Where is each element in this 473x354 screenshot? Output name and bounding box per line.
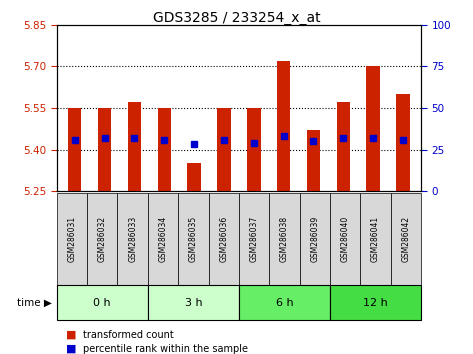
Bar <box>277 61 290 191</box>
Bar <box>158 108 171 191</box>
Text: time ▶: time ▶ <box>17 298 52 308</box>
Bar <box>128 102 141 191</box>
Text: GSM286032: GSM286032 <box>98 216 107 262</box>
Text: 6 h: 6 h <box>276 298 293 308</box>
Text: GDS3285 / 233254_x_at: GDS3285 / 233254_x_at <box>153 11 320 25</box>
Text: GSM286040: GSM286040 <box>341 216 350 262</box>
Bar <box>396 94 410 191</box>
Text: 0 h: 0 h <box>94 298 111 308</box>
Text: transformed count: transformed count <box>83 330 174 339</box>
Text: GSM286035: GSM286035 <box>189 216 198 262</box>
Text: GSM286031: GSM286031 <box>68 216 77 262</box>
Text: GSM286033: GSM286033 <box>128 216 137 262</box>
Text: GSM286041: GSM286041 <box>371 216 380 262</box>
Bar <box>367 66 380 191</box>
Bar <box>217 108 231 191</box>
Bar <box>247 108 261 191</box>
Text: GSM286039: GSM286039 <box>310 216 319 262</box>
Text: ■: ■ <box>66 330 77 339</box>
Text: GSM286037: GSM286037 <box>250 216 259 262</box>
Text: GSM286042: GSM286042 <box>401 216 410 262</box>
Text: GSM286038: GSM286038 <box>280 216 289 262</box>
Text: GSM286036: GSM286036 <box>219 216 228 262</box>
Text: GSM286034: GSM286034 <box>158 216 167 262</box>
Text: ■: ■ <box>66 344 77 354</box>
Text: 3 h: 3 h <box>184 298 202 308</box>
Bar <box>68 108 81 191</box>
Bar <box>187 164 201 191</box>
Bar <box>337 102 350 191</box>
Bar <box>307 130 320 191</box>
Text: percentile rank within the sample: percentile rank within the sample <box>83 344 248 354</box>
Text: 12 h: 12 h <box>363 298 388 308</box>
Bar <box>98 108 111 191</box>
